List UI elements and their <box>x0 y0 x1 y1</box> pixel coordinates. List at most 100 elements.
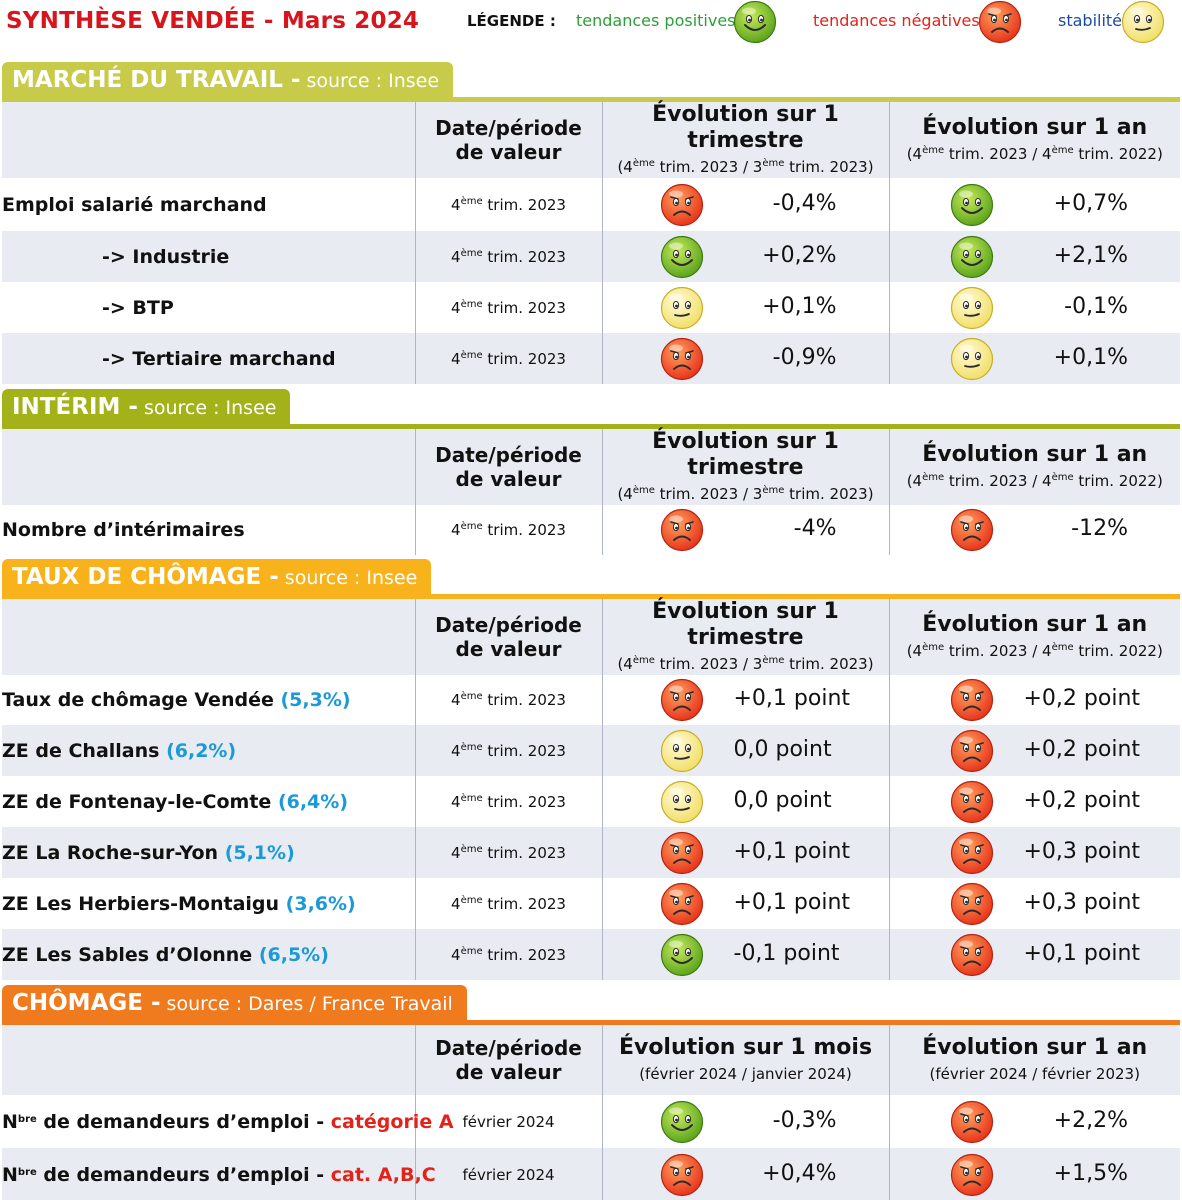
row-date: février 2024 <box>414 1148 602 1200</box>
section-rule <box>2 594 1180 599</box>
trend-smiley-icon <box>950 235 994 279</box>
table-row: Nbre de demandeurs d’emploi - catégorie … <box>2 1095 1180 1148</box>
row-date: 4ème trim. 2023 <box>414 929 602 980</box>
row-evo-trim: -0,9% <box>601 333 889 384</box>
trend-smiley-icon <box>950 183 994 227</box>
row-date: 4ème trim. 2023 <box>414 231 602 282</box>
negative-smiley-icon <box>978 0 1022 44</box>
section-rule <box>2 424 1180 429</box>
table-header-row: Date/période de valeur Évolution sur 1 tr… <box>2 429 1180 505</box>
row-evo-trim: -4% <box>601 505 889 555</box>
section-name: TAUX DE CHÔMAGE - <box>12 564 279 590</box>
table-row: Nbre de demandeurs d’emploi - cat. A,B,C… <box>2 1148 1180 1200</box>
trend-smiley-icon <box>950 1153 994 1197</box>
header-evo-trim: Évolution sur 1 trimestre (4ème trim. 202… <box>601 102 889 178</box>
row-label: ZE de Challans (6,2%) <box>2 725 415 776</box>
row-value: +0,1% <box>762 293 837 319</box>
section-source: source : Dares / France Travail <box>160 993 453 1015</box>
interim-table: Date/période de valeur Évolution sur 1 tr… <box>2 429 1180 555</box>
row-value: -0,1 point <box>733 940 840 966</box>
row-label: Nombre d’intérimaires <box>2 505 415 555</box>
header-evo-an: Évolution sur 1 an (4ème trim. 2023 / 4èm… <box>888 429 1180 505</box>
table-row: -> Tertiaire marchand 4ème trim. 2023 -0… <box>2 333 1180 384</box>
table-row: ZE de Fontenay-le-Comte (6,4%) 4ème trim… <box>2 776 1180 827</box>
row-evo-an: +0,3 point <box>888 827 1180 878</box>
row-label: ZE Les Sables d’Olonne (6,5%) <box>2 929 415 980</box>
row-evo-an: +0,3 point <box>888 878 1180 929</box>
category-label: catégorie A <box>330 1110 454 1133</box>
row-value: +0,7% <box>1053 190 1128 216</box>
category-label: cat. A,B,C <box>330 1164 436 1186</box>
trend-smiley-icon <box>950 882 994 926</box>
row-evo-trim: +0,1 point <box>601 878 889 929</box>
section-tab: MARCHÉ DU TRAVAIL - source : Insee <box>2 62 454 102</box>
row-value: 0,0 point <box>733 736 832 762</box>
section-source: source : Insee <box>300 70 440 92</box>
row-value: +0,1 point <box>733 686 851 711</box>
row-value: +0,1% <box>1053 344 1128 370</box>
row-evo-mois: -0,3% <box>601 1095 889 1148</box>
trend-smiley-icon <box>950 1100 994 1144</box>
table-header-row: Date/période de valeur Évolution sur 1 mo… <box>2 1025 1180 1095</box>
section-source: source : Insee <box>137 397 277 419</box>
row-value: -0,9% <box>772 344 837 370</box>
header-date: Date/période de valeur <box>414 429 602 505</box>
table-row: Emploi salarié marchand 4ème trim. 2023 … <box>2 178 1180 231</box>
marche-table: Date/période de valeur Évolution sur 1 tr… <box>2 102 1180 384</box>
row-label: -> BTP <box>2 282 415 333</box>
row-value: -12% <box>1071 516 1128 541</box>
trend-smiley-icon <box>660 183 704 227</box>
row-evo-trim: 0,0 point <box>601 776 889 827</box>
row-value: +0,2 point <box>1023 736 1141 762</box>
row-value: +2,1% <box>1053 242 1128 268</box>
trend-smiley-icon <box>660 235 704 279</box>
row-value: +0,1 point <box>733 889 851 915</box>
row-label: ZE de Fontenay-le-Comte (6,4%) <box>2 776 415 827</box>
section-tab: INTÉRIM - source : Insee <box>2 389 291 429</box>
table-row: Taux de chômage Vendée (5,3%) 4ème trim.… <box>2 675 1180 725</box>
row-label: ZE Les Herbiers-Montaigu (3,6%) <box>2 878 415 929</box>
rate-value: (6,4%) <box>277 790 348 813</box>
legend-positive-text: tendances positives <box>576 11 736 30</box>
row-label: ZE La Roche-sur-Yon (5,1%) <box>2 827 415 878</box>
row-value: +0,1 point <box>733 838 851 864</box>
trend-smiley-icon <box>950 729 994 773</box>
page-title: SYNTHÈSE VENDÉE - Mars 2024 <box>6 8 420 34</box>
row-label: -> Industrie <box>2 231 415 282</box>
row-date: 4ème trim. 2023 <box>414 878 602 929</box>
row-evo-trim: 0,0 point <box>601 725 889 776</box>
row-value: +0,4% <box>762 1161 837 1186</box>
row-evo-an: +0,2 point <box>888 776 1180 827</box>
row-date: 4ème trim. 2023 <box>414 776 602 827</box>
rate-value: (6,5%) <box>258 943 329 966</box>
header-evo-trim: Évolution sur 1 trimestre (4ème trim. 202… <box>601 429 889 505</box>
trend-smiley-icon <box>660 1153 704 1197</box>
rate-value: (5,3%) <box>280 689 351 711</box>
header-blank <box>2 429 415 505</box>
header-date: Date/période de valeur <box>414 102 602 178</box>
header-date: Date/période de valeur <box>414 1025 602 1095</box>
trend-smiley-icon <box>660 882 704 926</box>
row-evo-an: +2,2% <box>888 1095 1180 1148</box>
trend-smiley-icon <box>660 678 704 722</box>
row-date: 4ème trim. 2023 <box>414 675 602 725</box>
trend-smiley-icon <box>660 729 704 773</box>
section-tab: CHÔMAGE - source : Dares / France Travai… <box>2 985 467 1025</box>
row-value: -4% <box>793 516 837 541</box>
legend-stable-text: stabilité <box>1058 11 1123 30</box>
row-date: 4ème trim. 2023 <box>414 282 602 333</box>
row-date: 4ème trim. 2023 <box>414 725 602 776</box>
section-tab: TAUX DE CHÔMAGE - source : Insee <box>2 559 432 599</box>
header-evo-an: Évolution sur 1 an (février 2024 / févrie… <box>888 1025 1180 1095</box>
row-date: 4ème trim. 2023 <box>414 505 602 555</box>
section-name: CHÔMAGE - <box>12 990 161 1016</box>
header-evo-an: Évolution sur 1 an (4ème trim. 2023 / 4èm… <box>888 599 1180 675</box>
table-row: -> Industrie 4ème trim. 2023 +0,2% +2,1% <box>2 231 1180 282</box>
table-row: ZE La Roche-sur-Yon (5,1%) 4ème trim. 20… <box>2 827 1180 878</box>
row-value: 0,0 point <box>733 787 832 813</box>
row-value: -0,3% <box>772 1107 837 1133</box>
row-evo-an: +0,1% <box>888 333 1180 384</box>
chomage-table: Date/période de valeur Évolution sur 1 mo… <box>2 1025 1180 1200</box>
row-label: Emploi salarié marchand <box>2 178 415 231</box>
table-row: -> BTP 4ème trim. 2023 +0,1% -0,1% <box>2 282 1180 333</box>
